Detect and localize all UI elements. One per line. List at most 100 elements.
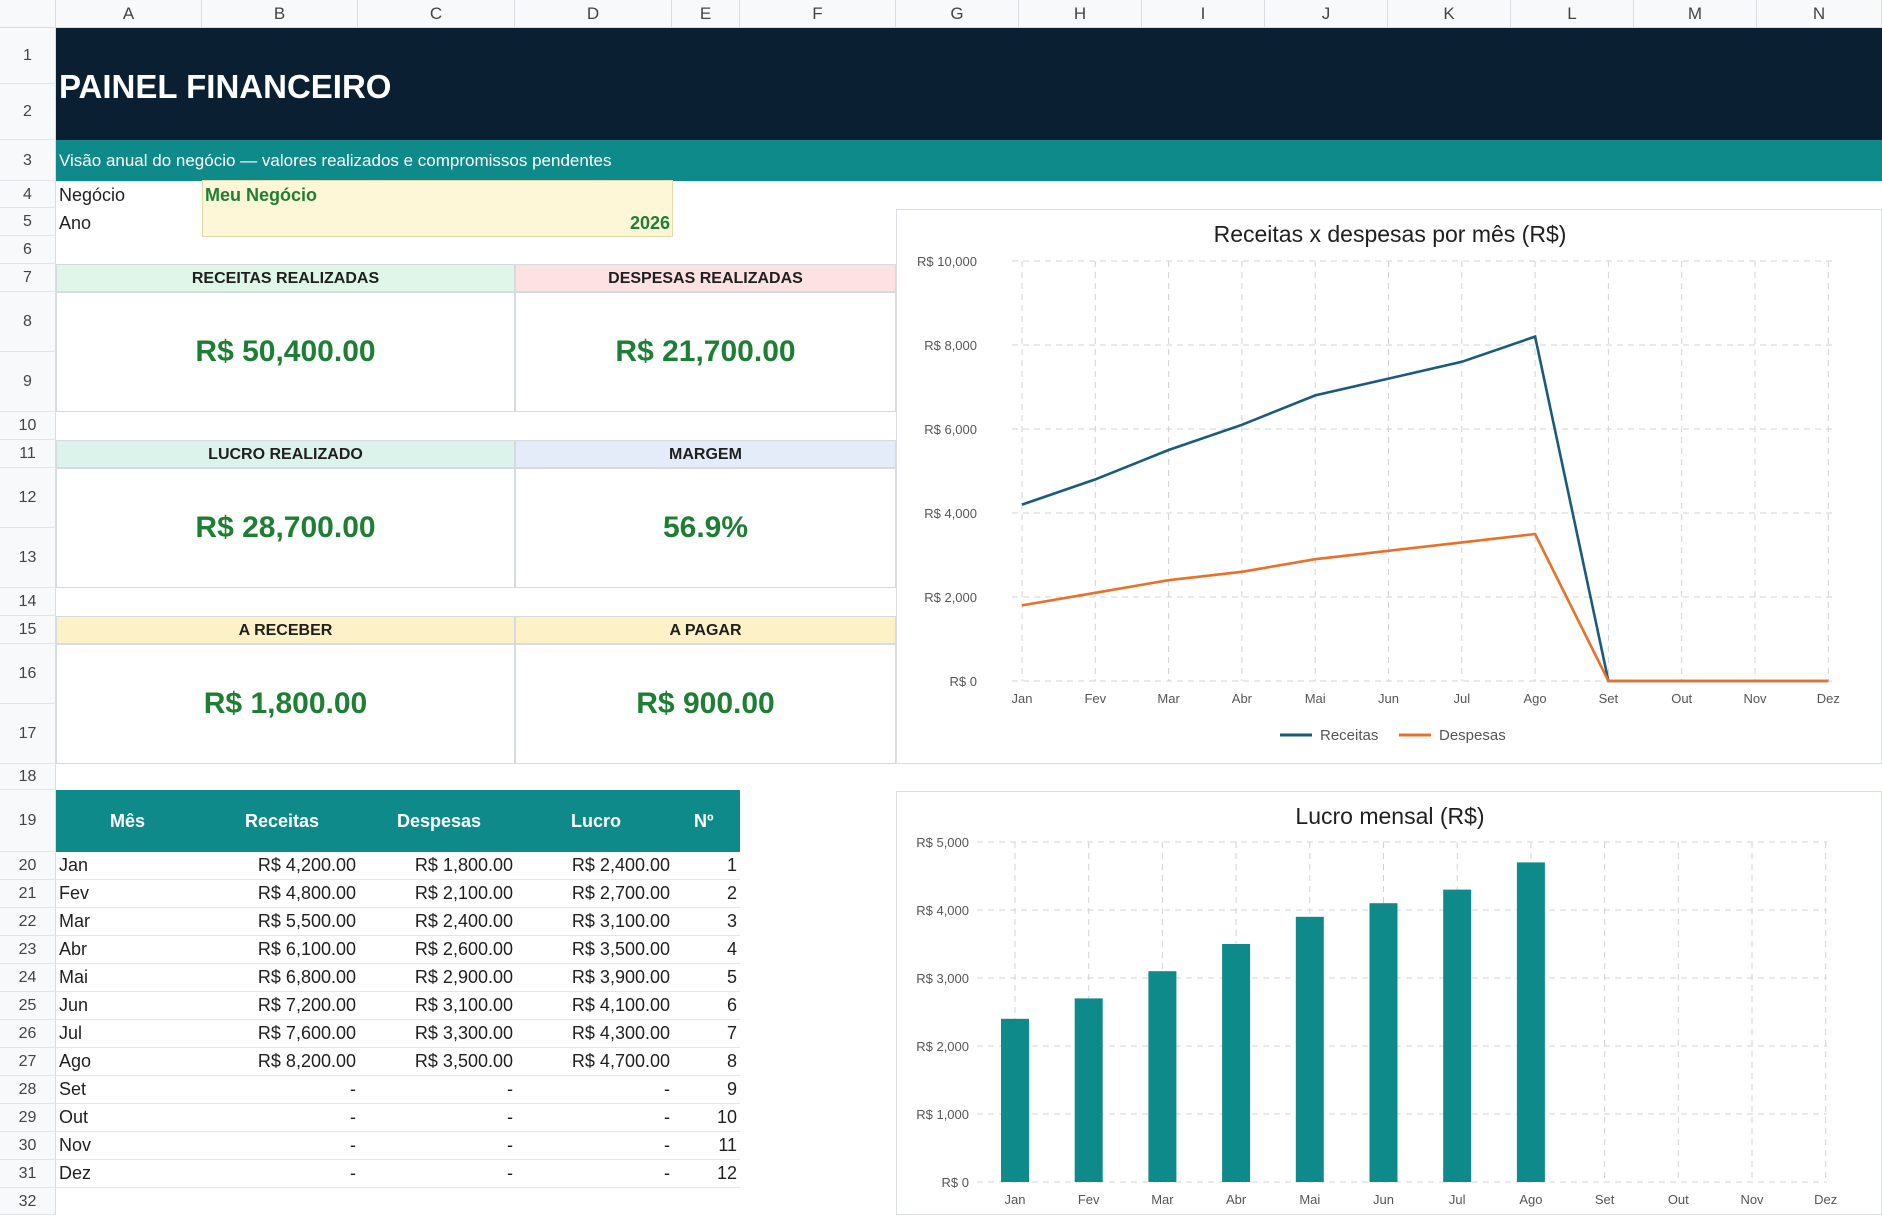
column-header-k[interactable]: K	[1388, 0, 1511, 28]
table-cell-month[interactable]: Nov	[59, 1135, 92, 1155]
row-header-27[interactable]: 27	[0, 1048, 56, 1076]
column-header-j[interactable]: J	[1265, 0, 1388, 28]
table-cell-expenses[interactable]: R$ 1,800.00	[414, 855, 513, 875]
table-cell-expenses[interactable]: R$ 3,100.00	[414, 995, 513, 1015]
table-cell-num[interactable]: 8	[726, 1051, 737, 1071]
table-cell-month[interactable]: Ago	[59, 1051, 92, 1071]
row-header-5[interactable]: 5	[0, 208, 56, 236]
table-cell-month[interactable]: Jan	[59, 855, 89, 875]
column-header-f[interactable]: F	[740, 0, 896, 28]
row-header-6[interactable]: 6	[0, 236, 56, 264]
table-cell-revenue[interactable]: -	[350, 1163, 356, 1183]
row-header-10[interactable]: 10	[0, 412, 56, 440]
table-cell-revenue[interactable]: R$ 7,200.00	[257, 995, 356, 1015]
row-header-12[interactable]: 12	[0, 468, 56, 528]
row-header-29[interactable]: 29	[0, 1104, 56, 1132]
table-cell-month[interactable]: Jul	[59, 1023, 83, 1043]
table-cell-num[interactable]: 7	[726, 1023, 737, 1043]
row-header-4[interactable]: 4	[0, 181, 56, 208]
column-header-i[interactable]: I	[1142, 0, 1265, 28]
column-header-b[interactable]: B	[202, 0, 358, 28]
table-cell-num[interactable]: 3	[726, 911, 737, 931]
row-header-9[interactable]: 9	[0, 352, 56, 412]
table-cell-profit[interactable]: R$ 3,500.00	[571, 939, 670, 959]
table-cell-expenses[interactable]: R$ 2,600.00	[414, 939, 513, 959]
monthly-profit-chart[interactable]: Lucro mensal (R$) R$ 0 R$ 1,000 R$ 2,000 R$ …	[896, 791, 1882, 1215]
table-cell-profit[interactable]: R$ 3,900.00	[571, 967, 670, 987]
table-cell-profit[interactable]: R$ 2,400.00	[571, 855, 670, 875]
table-cell-revenue[interactable]: -	[350, 1107, 356, 1127]
table-cell-revenue[interactable]: R$ 4,800.00	[257, 883, 356, 903]
table-cell-expenses[interactable]: -	[507, 1079, 513, 1099]
table-cell-revenue[interactable]: R$ 4,200.00	[257, 855, 356, 875]
table-cell-expenses[interactable]: -	[507, 1107, 513, 1127]
profit-bar-jan[interactable]	[1001, 1018, 1029, 1182]
table-cell-revenue[interactable]: -	[350, 1135, 356, 1155]
column-header-g[interactable]: G	[896, 0, 1019, 28]
column-header-l[interactable]: L	[1511, 0, 1634, 28]
profit-bar-fev[interactable]	[1074, 998, 1103, 1182]
table-cell-num[interactable]: 12	[716, 1163, 737, 1183]
table-cell-expenses[interactable]: R$ 3,500.00	[414, 1051, 513, 1071]
select-all-corner[interactable]	[0, 0, 56, 28]
column-header-d[interactable]: D	[515, 0, 672, 28]
table-cell-profit[interactable]: R$ 4,100.00	[571, 995, 670, 1015]
row-header-7[interactable]: 7	[0, 264, 56, 292]
profit-bar-ago[interactable]	[1516, 862, 1545, 1182]
row-header-26[interactable]: 26	[0, 1020, 56, 1048]
table-cell-profit[interactable]: R$ 3,100.00	[571, 911, 670, 931]
row-header-2[interactable]: 2	[0, 84, 56, 140]
column-header-m[interactable]: M	[1634, 0, 1757, 28]
row-header-11[interactable]: 11	[0, 440, 56, 468]
row-header-31[interactable]: 31	[0, 1160, 56, 1188]
table-cell-revenue[interactable]: R$ 7,600.00	[257, 1023, 356, 1043]
row-header-18[interactable]: 18	[0, 764, 56, 790]
table-cell-num[interactable]: 2	[726, 883, 737, 903]
table-cell-revenue[interactable]: R$ 6,100.00	[257, 939, 356, 959]
table-cell-profit[interactable]: -	[664, 1079, 670, 1099]
profit-bar-mai[interactable]	[1295, 916, 1324, 1182]
row-header-3[interactable]: 3	[0, 140, 56, 181]
table-cell-revenue[interactable]: R$ 6,800.00	[257, 967, 356, 987]
table-cell-revenue[interactable]: -	[350, 1079, 356, 1099]
table-cell-num[interactable]: 11	[718, 1135, 737, 1155]
table-cell-num[interactable]: 1	[726, 855, 737, 875]
column-header-c[interactable]: C	[358, 0, 515, 28]
row-header-23[interactable]: 23	[0, 936, 56, 964]
row-header-1[interactable]: 1	[0, 28, 56, 84]
row-header-28[interactable]: 28	[0, 1076, 56, 1104]
table-cell-month[interactable]: Set	[59, 1079, 87, 1099]
table-cell-profit[interactable]: R$ 4,700.00	[571, 1051, 670, 1071]
column-header-n[interactable]: N	[1757, 0, 1882, 28]
table-cell-profit[interactable]: -	[664, 1163, 670, 1183]
table-cell-month[interactable]: Mai	[59, 967, 89, 987]
table-cell-profit[interactable]: R$ 2,700.00	[571, 883, 670, 903]
table-cell-num[interactable]: 5	[726, 967, 737, 987]
table-cell-expenses[interactable]: R$ 2,900.00	[414, 967, 513, 987]
table-cell-num[interactable]: 6	[726, 995, 737, 1015]
table-cell-expenses[interactable]: R$ 2,100.00	[414, 883, 513, 903]
column-header-h[interactable]: H	[1019, 0, 1142, 28]
column-header-e[interactable]: E	[672, 0, 740, 28]
table-cell-revenue[interactable]: R$ 5,500.00	[257, 911, 356, 931]
profit-bar-jun[interactable]	[1369, 903, 1398, 1182]
row-header-25[interactable]: 25	[0, 992, 56, 1020]
row-header-21[interactable]: 21	[0, 880, 56, 908]
table-cell-month[interactable]: Jun	[59, 995, 89, 1015]
table-cell-expenses[interactable]: -	[507, 1135, 513, 1155]
revenue-expense-chart[interactable]: Receitas x despesas por mês (R$) R$ 0 R$ 2…	[896, 209, 1882, 764]
table-cell-expenses[interactable]: R$ 2,400.00	[414, 911, 513, 931]
table-cell-month[interactable]: Mar	[59, 911, 90, 931]
row-header-19[interactable]: 19	[0, 790, 56, 852]
table-cell-profit[interactable]: -	[664, 1107, 670, 1127]
year-field[interactable]: 2026	[629, 213, 670, 233]
table-cell-num[interactable]: 9	[726, 1079, 737, 1099]
row-header-24[interactable]: 24	[0, 964, 56, 992]
business-name-field[interactable]: Meu Negócio	[205, 185, 318, 205]
row-header-17[interactable]: 17	[0, 704, 56, 764]
series-line-despesas[interactable]	[1021, 532, 1829, 683]
row-header-13[interactable]: 13	[0, 528, 56, 588]
profit-bar-mar[interactable]	[1148, 971, 1177, 1182]
table-cell-num[interactable]: 4	[726, 939, 737, 959]
row-header-8[interactable]: 8	[0, 292, 56, 352]
